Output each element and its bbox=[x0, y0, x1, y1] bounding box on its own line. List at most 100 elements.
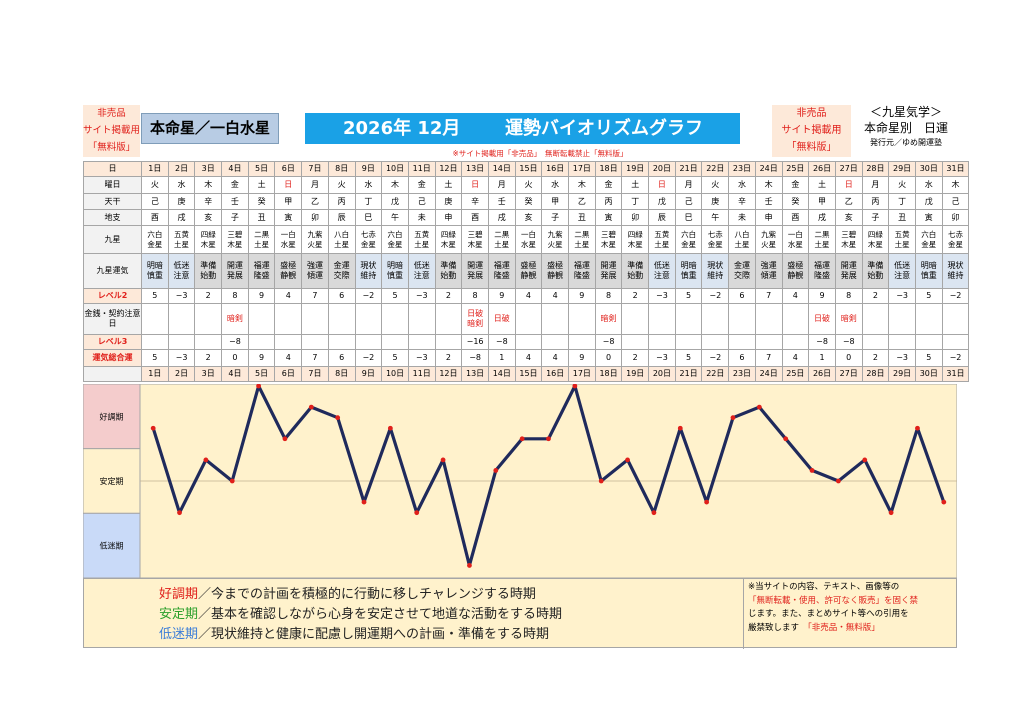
level2-cell: 8 bbox=[834, 288, 863, 304]
date-cell: 2日 bbox=[167, 161, 196, 177]
stem-cell: 壬 bbox=[221, 193, 249, 210]
level3-cell bbox=[621, 334, 650, 350]
date-cell: 18日 bbox=[594, 161, 623, 177]
level3-cell bbox=[701, 334, 730, 350]
level3-cell bbox=[381, 334, 409, 350]
star-cell: 六白 金星 bbox=[674, 225, 703, 254]
row-label-branch: 地支 bbox=[83, 209, 142, 226]
date-cell: 14日 bbox=[487, 161, 516, 177]
fortune-cell: 明暗 慎重 bbox=[674, 253, 703, 289]
fortune-cell: 盛極 静観 bbox=[514, 253, 543, 289]
level2-cell: 8 bbox=[594, 288, 623, 304]
notice-text: ※サイト掲載用「非売品」 無断転載禁止「無料版」 bbox=[452, 149, 628, 158]
data-point bbox=[836, 478, 841, 484]
star-cell: 七赤 金星 bbox=[354, 225, 383, 254]
star-cell: 六白 金星 bbox=[914, 225, 943, 254]
date-bottom-cell: 26日 bbox=[808, 366, 836, 382]
money-cell bbox=[914, 303, 943, 335]
weekday-cell: 木 bbox=[194, 176, 223, 194]
branch-cell: 子 bbox=[861, 209, 890, 226]
level3-cell bbox=[274, 334, 303, 350]
total-cell: 6 bbox=[728, 349, 756, 367]
row-label-weekday: 曜日 bbox=[83, 176, 142, 194]
star-cell: 五黄 土星 bbox=[407, 225, 436, 254]
total-cell: 9 bbox=[247, 349, 276, 367]
date-cell: 4日 bbox=[221, 161, 249, 177]
level2-cell: 4 bbox=[781, 288, 810, 304]
money-cell bbox=[274, 303, 303, 335]
copyright-line4a: 厳禁致します bbox=[748, 622, 800, 633]
level2-cell: 6 bbox=[728, 288, 756, 304]
stem-cell: 庚 bbox=[167, 193, 196, 210]
honmei-label: 本命星／一白水星 bbox=[141, 113, 279, 144]
total-cell: 2 bbox=[434, 349, 463, 367]
weekday-cell: 木 bbox=[381, 176, 409, 194]
band-label: 好調期 bbox=[100, 411, 124, 421]
branch-cell: 戌 bbox=[487, 209, 516, 226]
copyright-line4b: 「非売品・無料版」 bbox=[807, 622, 880, 633]
copyright-line: ※当サイトの内容、テキスト、画像等の bbox=[748, 582, 900, 592]
copyright-line: 厳禁致します 「非売品・無料版」 bbox=[748, 622, 954, 636]
fortune-cell: 準備 始動 bbox=[194, 253, 223, 289]
row-weekday: 曜日火水木金土日月火水木金土日月火水木金土日月火水木金土日月火水木 bbox=[83, 176, 970, 194]
right-sub: 本命星別 日運 bbox=[863, 121, 948, 135]
band-label: 低迷期 bbox=[100, 541, 124, 551]
row-total: 運気総合運 5 −3 2 0 9 4 7 6 −2 5 −3 2 −8 1 4 4 9 0 2 −3 5 −2 6 7 4 1 0 2−… bbox=[83, 349, 970, 367]
data-point bbox=[730, 415, 736, 421]
level2-cell: 4 bbox=[274, 288, 303, 304]
branch-cell: 酉 bbox=[781, 209, 810, 226]
weekday-cell: 水 bbox=[914, 176, 943, 194]
branch-cell: 辰 bbox=[327, 209, 356, 226]
weekday-cell: 月 bbox=[487, 176, 516, 194]
fortune-cell: 準備 始動 bbox=[434, 253, 463, 289]
stem-cell: 甲 bbox=[274, 193, 303, 210]
total-cell: 4 bbox=[274, 349, 303, 367]
row-label-level3: レベル3 bbox=[83, 334, 142, 350]
total-cell: 5 bbox=[674, 349, 703, 367]
level2-cell: 2 bbox=[621, 288, 650, 304]
legend-low: 低迷期／現状維持と健康に配慮し開運期への計画・準備をする時期 bbox=[159, 623, 549, 642]
total-cell: −3 bbox=[888, 349, 916, 367]
weekday-cell: 日 bbox=[461, 176, 489, 194]
data-point bbox=[756, 404, 762, 410]
level3-cell bbox=[407, 334, 436, 350]
weekday-cell: 日 bbox=[274, 176, 303, 194]
copyright-line: じます。また、まとめサイト等への引用を bbox=[748, 609, 909, 619]
level2-cell: 9 bbox=[568, 288, 596, 304]
level3-cell bbox=[354, 334, 383, 350]
date-bottom-cell: 23日 bbox=[728, 366, 756, 382]
row-branch: 地支酉戌亥子丑寅卯辰巳午未申酉戌亥子丑寅卯辰巳午未申酉戌亥子丑寅卯 bbox=[83, 209, 970, 226]
money-cell bbox=[541, 303, 569, 335]
nonsale-line: 「無料版」 bbox=[786, 142, 837, 153]
date-bottom-cell: 29日 bbox=[888, 366, 916, 382]
date-cell: 11日 bbox=[407, 161, 436, 177]
star-cell: 一白 水星 bbox=[274, 225, 303, 254]
data-point bbox=[282, 436, 288, 442]
total-cell: 7 bbox=[301, 349, 329, 367]
date-cell: 21日 bbox=[674, 161, 703, 177]
total-cell: 4 bbox=[514, 349, 543, 367]
date-cell: 25日 bbox=[781, 161, 810, 177]
star-cell: 一白 水星 bbox=[514, 225, 543, 254]
date-bottom-cell: 7日 bbox=[301, 366, 329, 382]
weekday-cell: 金 bbox=[781, 176, 810, 194]
level3-cell bbox=[861, 334, 890, 350]
weekday-cell: 土 bbox=[247, 176, 276, 194]
level2-cell: −3 bbox=[648, 288, 676, 304]
weekday-cell: 水 bbox=[354, 176, 383, 194]
data-point bbox=[783, 436, 789, 442]
date-bottom-cell: 8日 bbox=[327, 366, 356, 382]
data-point bbox=[598, 478, 604, 484]
copyright-notice: ※当サイトの内容、テキスト、画像等の 「無断転載・使用、許可なく販売」を固く禁 … bbox=[743, 579, 958, 649]
copyright-line: 「無断転載・使用、許可なく販売」を固く禁 bbox=[748, 595, 919, 606]
total-cell: 4 bbox=[781, 349, 810, 367]
date-bottom-cell: 1日 bbox=[141, 366, 169, 382]
branch-cell: 丑 bbox=[888, 209, 916, 226]
branch-cell: 亥 bbox=[194, 209, 223, 226]
branch-cell: 丑 bbox=[568, 209, 596, 226]
star-cell: 二黒 土星 bbox=[487, 225, 516, 254]
branch-cell: 丑 bbox=[247, 209, 276, 226]
branch-cell: 巳 bbox=[674, 209, 703, 226]
level3-cell bbox=[888, 334, 916, 350]
